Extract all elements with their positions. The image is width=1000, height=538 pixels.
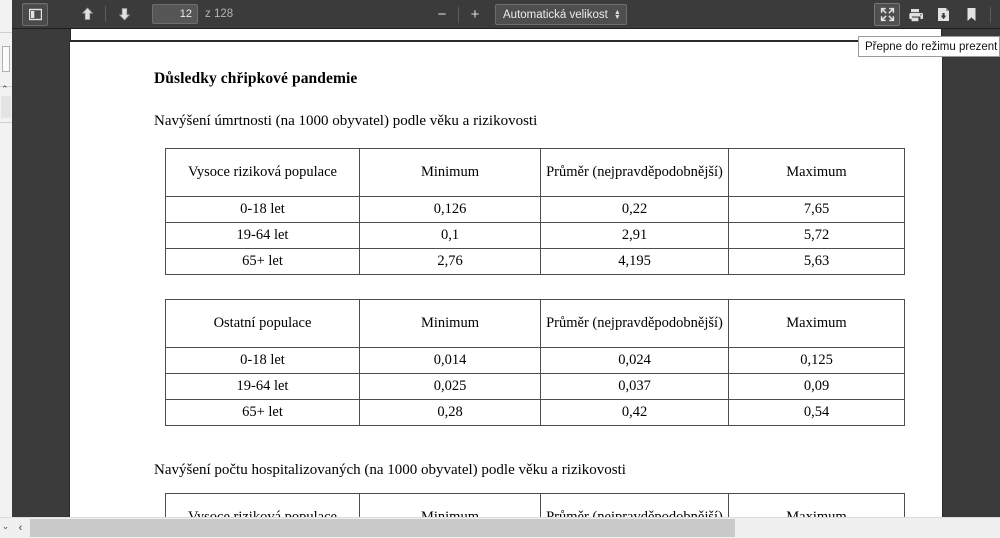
print-icon: [907, 8, 923, 22]
page-title: Důsledky chřipkové pandemie: [154, 70, 358, 87]
table-row: 65+ let 0,28 0,42 0,54: [165, 399, 905, 426]
column-header: Průměr (nejpravděpodobnější): [540, 299, 729, 348]
table-header-row: Ostatní populace Minimum Průměr (nejprav…: [165, 299, 905, 348]
column-header: Minimum: [359, 148, 541, 197]
scroll-left-button[interactable]: ‹: [18, 522, 23, 534]
column-header: Vysoce riziková populace: [165, 148, 360, 197]
toolbar-right-group: [873, 3, 996, 26]
toolbar-separator: [990, 6, 991, 23]
zoom-scale-select[interactable]: Automatická velikost ▲ ▼: [495, 4, 627, 25]
table-cell: 0,014: [359, 347, 541, 374]
table-cell: 2,91: [540, 222, 729, 249]
pdf-toolbar: z 128 − + Automatická velikost ▲ ▼: [12, 0, 1000, 29]
table-mortality-high-risk: Vysoce riziková populace Minimum Průměr …: [165, 148, 905, 275]
arrow-up-icon: [81, 7, 94, 21]
table-cell: 0,54: [728, 399, 905, 426]
table-mortality-other-population: Ostatní populace Minimum Průměr (nejprav…: [165, 299, 905, 426]
page-navigation-group: z 128: [73, 3, 233, 26]
pdf-viewer: z 128 − + Automatická velikost ▲ ▼: [12, 0, 1000, 538]
table-row: 19-64 let 0,1 2,91 5,72: [165, 222, 905, 249]
toolbar-separator: [458, 6, 459, 23]
column-header: Průměr (nejpravděpodobnější): [540, 493, 729, 517]
zoom-out-button[interactable]: −: [430, 3, 454, 26]
sidebar-toggle-button[interactable]: [22, 2, 48, 26]
table-cell: 0,22: [540, 196, 729, 223]
chevron-updown-icon: ▲ ▼: [613, 8, 621, 21]
table-hospitalizations-high-risk: Vysoce riziková populace Minimum Průměr …: [165, 493, 905, 517]
table-cell: 0,1: [359, 222, 541, 249]
table-cell: 7,65: [728, 196, 905, 223]
table-cell: 65+ let: [165, 248, 360, 275]
table-cell: 19-64 let: [165, 373, 360, 400]
table-cell: 2,76: [359, 248, 541, 275]
page-total-label: z 128: [205, 8, 234, 20]
sidebar-toggle-icon: [28, 8, 42, 21]
table-row: 65+ let 2,76 4,195 5,63: [165, 248, 905, 275]
table-cell: 0-18 let: [165, 347, 360, 374]
table-cell: 4,195: [540, 248, 729, 275]
column-header: Maximum: [728, 493, 905, 517]
column-header: Ostatní populace: [165, 299, 360, 348]
presentation-mode-icon: [880, 7, 895, 22]
presentation-mode-button[interactable]: [874, 3, 900, 26]
table-cell: 19-64 let: [165, 222, 360, 249]
table-cell: 0,42: [540, 399, 729, 426]
table-cell: 5,63: [728, 248, 905, 275]
bookmark-icon: [966, 7, 977, 22]
table-spacer: [154, 275, 890, 299]
zoom-in-button[interactable]: +: [463, 3, 487, 26]
bookmark-button[interactable]: [958, 3, 984, 26]
pdf-page: Důsledky chřipkové pandemie Navýšení úmr…: [70, 42, 942, 517]
presentation-mode-tooltip: Přepne do režimu prezent: [858, 36, 1000, 57]
horizontal-scrollbar[interactable]: ⌄ ‹: [0, 517, 1000, 538]
column-header: Minimum: [359, 493, 541, 517]
toolbar-separator: [105, 6, 106, 22]
table-cell: 0,037: [540, 373, 729, 400]
table-row: 19-64 let 0,025 0,037 0,09: [165, 373, 905, 400]
column-header: Maximum: [728, 299, 905, 348]
table-row: 0-18 let 0,126 0,22 7,65: [165, 196, 905, 223]
table-cell: 5,72: [728, 222, 905, 249]
table-cell: 0,126: [359, 196, 541, 223]
table-cell: 0,024: [540, 347, 729, 374]
table-cell: 0-18 let: [165, 196, 360, 223]
zoom-controls: − + Automatická velikost ▲ ▼: [430, 3, 627, 26]
arrow-down-icon: [118, 7, 131, 21]
table-header-row: Vysoce riziková populace Minimum Průměr …: [165, 493, 905, 517]
column-header: Vysoce riziková populace: [165, 493, 360, 517]
download-button[interactable]: [930, 3, 956, 26]
print-button[interactable]: [902, 3, 928, 26]
section-caption-mortality: Navýšení úmrtnosti (na 1000 obyvatel) po…: [154, 113, 538, 129]
horizontal-scrollbar-thumb[interactable]: [30, 519, 735, 537]
minus-icon: −: [437, 6, 447, 23]
table-cell: 0,28: [359, 399, 541, 426]
table-row: 0-18 let 0,014 0,024 0,125: [165, 347, 905, 374]
download-icon: [937, 7, 950, 22]
document-scroll-area[interactable]: Důsledky chřipkové pandemie Navýšení úmr…: [12, 29, 1000, 517]
next-page-button[interactable]: [111, 3, 137, 26]
previous-page-button[interactable]: [74, 3, 100, 26]
table-cell: 65+ let: [165, 399, 360, 426]
table-cell: 0,125: [728, 347, 905, 374]
table-cell: 0,025: [359, 373, 541, 400]
previous-page-fragment: [70, 29, 942, 41]
table-header-row: Vysoce riziková populace Minimum Průměr …: [165, 148, 905, 197]
column-header: Minimum: [359, 299, 541, 348]
zoom-scale-value: Automatická velikost: [503, 8, 608, 21]
plus-icon: +: [470, 6, 480, 23]
table-cell: 0,09: [728, 373, 905, 400]
column-header: Maximum: [728, 148, 905, 197]
section-caption-hospitalizations: Navýšení počtu hospitalizovaných (na 100…: [154, 462, 626, 478]
page-number-input[interactable]: [152, 4, 198, 24]
scrollbar-tick-icon: ⌄: [1, 521, 10, 531]
column-header: Průměr (nejpravděpodobnější): [540, 148, 729, 197]
